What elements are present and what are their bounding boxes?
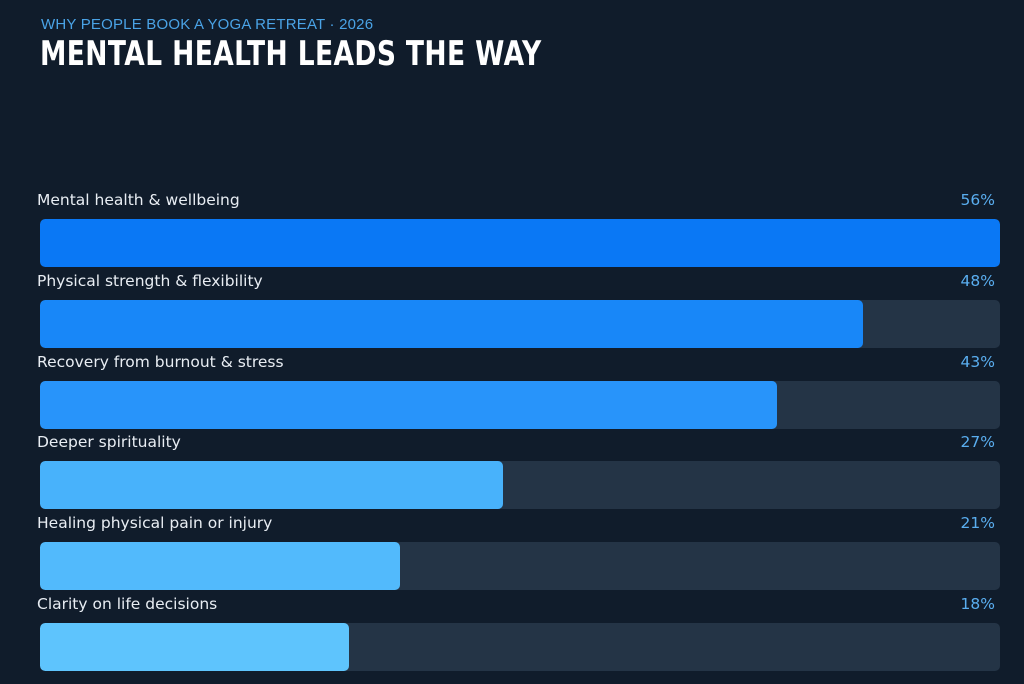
bar-value-label: 27% (960, 433, 995, 451)
chart-title: MENTAL HEALTH LEADS THE WAY (40, 34, 542, 74)
bar-value-label: 18% (960, 595, 995, 613)
bar-value-label: 43% (960, 353, 995, 371)
bar-track (40, 219, 1000, 267)
bar-label: Physical strength & flexibility (37, 272, 263, 290)
bar-value-label: 56% (960, 191, 995, 209)
bar (40, 542, 400, 590)
bar (40, 219, 1000, 267)
bar (40, 623, 349, 671)
bar (40, 461, 503, 509)
bar-track (40, 381, 1000, 429)
bar-label: Deeper spirituality (37, 433, 181, 451)
bar-track (40, 461, 1000, 509)
bar-label: Recovery from burnout & stress (37, 353, 284, 371)
bar (40, 381, 777, 429)
bar-label: Clarity on life decisions (37, 595, 218, 613)
bar-track (40, 300, 1000, 348)
chart-kicker: WHY PEOPLE BOOK A YOGA RETREAT · 2026 (41, 16, 374, 33)
bar (40, 300, 863, 348)
bar-track (40, 623, 1000, 671)
bar-label: Healing physical pain or injury (37, 514, 273, 532)
bar-track (40, 542, 1000, 590)
bar-value-label: 48% (960, 272, 995, 290)
bar-label: Mental health & wellbeing (37, 191, 240, 209)
bar-value-label: 21% (960, 514, 995, 532)
